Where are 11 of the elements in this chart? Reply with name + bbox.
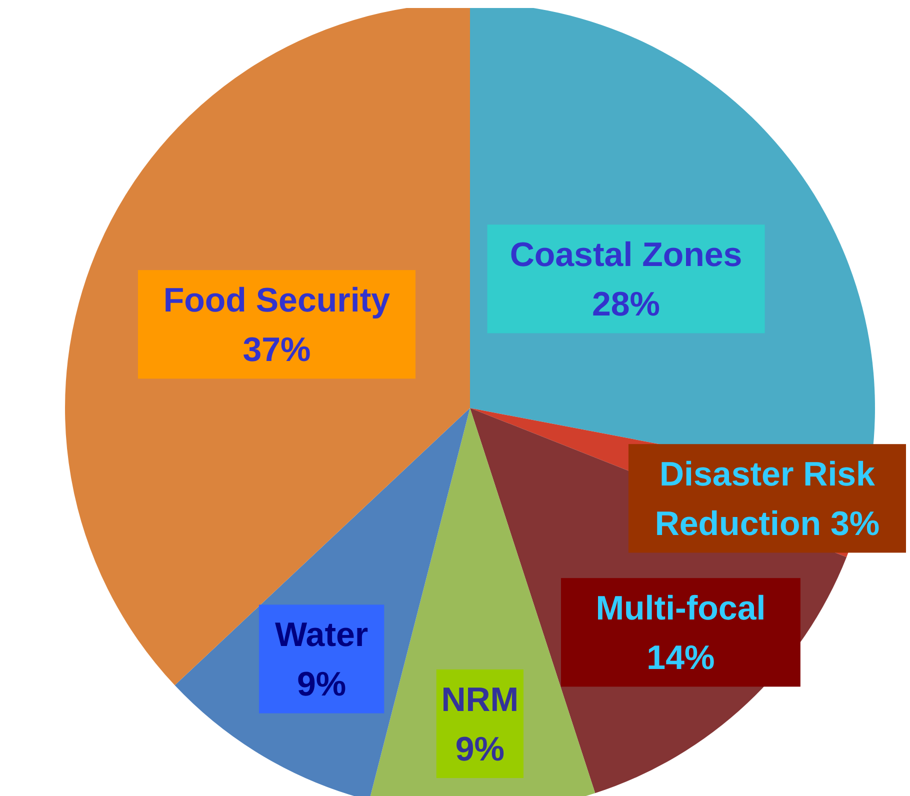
data-label: 9% — [455, 730, 504, 768]
slice-label: Water — [274, 616, 368, 654]
data-label: 9% — [296, 666, 346, 704]
slice-label: NRM — [441, 680, 519, 719]
slice-label: Multi-focal — [596, 590, 766, 628]
data-label: 37% — [242, 330, 311, 369]
slice-label: Coastal Zones — [510, 236, 742, 274]
slice-label: Food Security — [163, 282, 390, 320]
data-label: 14% — [646, 638, 715, 677]
data-label: 28% — [592, 285, 660, 324]
slice-label: Disaster Risk Reduction 3% — [654, 456, 880, 543]
